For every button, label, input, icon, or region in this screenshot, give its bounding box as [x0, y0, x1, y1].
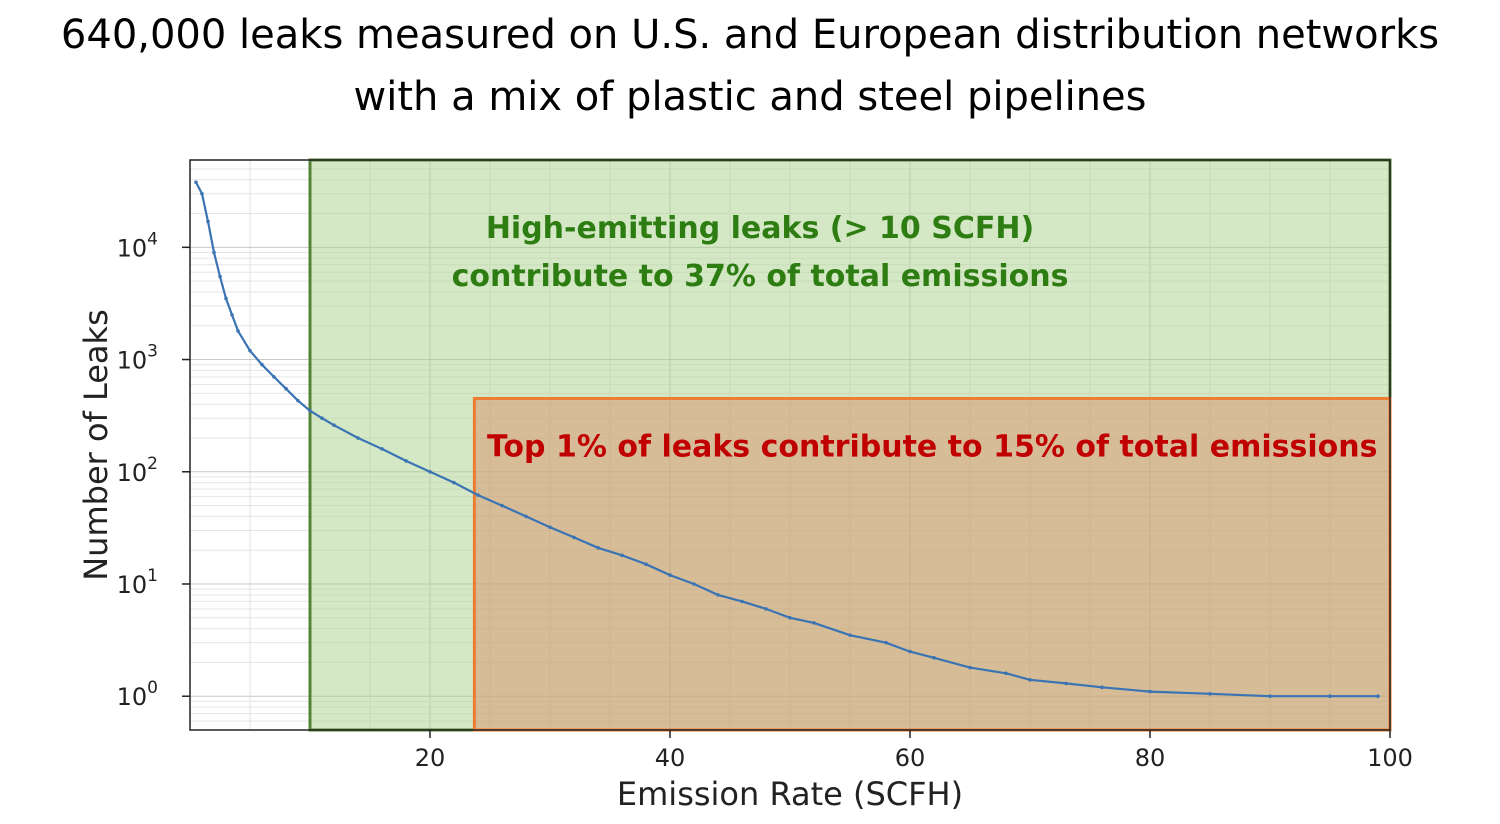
region-annotation-line-1: High-emitting leaks (> 10 SCFH): [486, 211, 1034, 246]
data-point: [206, 219, 210, 224]
data-point: [716, 593, 720, 597]
annotations: High-emitting leaks (> 10 SCFH) contribut…: [452, 211, 1378, 464]
data-point: [908, 649, 912, 654]
y-tick-label: 102: [117, 454, 158, 487]
data-point: [812, 621, 816, 625]
data-point: [218, 274, 222, 279]
data-point: [260, 362, 264, 367]
x-tick-label: 40: [655, 744, 686, 772]
axes: 20 40 60 80 100 100 101 102 103 104: [117, 159, 1413, 772]
data-point: [212, 250, 216, 255]
data-point: [320, 416, 324, 421]
data-point: [404, 459, 408, 463]
data-point: [296, 398, 300, 403]
data-point: [644, 562, 648, 567]
data-point: [1376, 694, 1380, 699]
data-point: [452, 480, 456, 485]
data-point: [500, 503, 504, 508]
x-tick-label: 100: [1367, 744, 1413, 772]
data-point: [884, 640, 888, 645]
chart-title-line-1: 640,000 leaks measured on U.S. and Europ…: [60, 12, 1440, 58]
y-tick-label: 100: [117, 678, 158, 711]
data-point: [356, 436, 360, 440]
y-tick-label: 103: [117, 342, 158, 375]
y-tick-label: 104: [117, 229, 158, 262]
highlight-region-2: [472, 396, 1392, 732]
region-annotation: Top 1% of leaks contribute to 15% of tot…: [487, 429, 1377, 464]
plot-frame: [189, 159, 1391, 731]
data-point: [620, 553, 624, 558]
data-point: [1028, 678, 1032, 682]
data-point: [1208, 692, 1212, 696]
data-point: [308, 408, 312, 413]
series-layer: [194, 180, 1380, 699]
data-point: [476, 493, 480, 497]
data-point: [1148, 689, 1152, 694]
x-tick-label: 80: [1135, 744, 1166, 772]
x-axis-label: Emission Rate (SCFH): [617, 775, 963, 813]
data-point: [236, 329, 240, 333]
data-point: [1064, 681, 1068, 686]
data-point: [848, 633, 852, 637]
data-point: [764, 607, 768, 611]
data-point: [968, 665, 972, 670]
data-point: [1100, 685, 1104, 690]
data-point: [224, 296, 228, 301]
y-axis-label: Number of Leaks: [77, 309, 115, 581]
data-point: [428, 469, 432, 474]
data-point: [740, 599, 744, 604]
data-point: [272, 375, 276, 379]
data-point: [692, 582, 696, 586]
series-line-1: [195, 181, 1378, 698]
chart-title-line-2: with a mix of plastic and steel pipeline…: [353, 74, 1147, 120]
data-point: [1004, 671, 1008, 676]
data-point: [788, 615, 792, 620]
data-point: [248, 348, 252, 353]
data-point: [200, 191, 204, 196]
data-point: [1328, 694, 1332, 699]
data-point: [1268, 694, 1272, 699]
data-point: [932, 655, 936, 660]
data-point: [668, 573, 672, 577]
data-point: [194, 180, 198, 185]
data-point: [332, 423, 336, 428]
data-point: [524, 514, 528, 519]
data-point: [548, 525, 552, 530]
x-tick-label: 20: [415, 744, 446, 772]
data-point: [380, 447, 384, 451]
region-annotation-line-2: contribute to 37% of total emissions: [452, 259, 1069, 294]
data-point: [230, 313, 234, 317]
data-point: [596, 546, 600, 550]
x-tick-label: 60: [895, 744, 926, 772]
data-point: [284, 386, 288, 391]
data-point: [572, 535, 576, 540]
y-tick-label: 101: [117, 566, 158, 599]
